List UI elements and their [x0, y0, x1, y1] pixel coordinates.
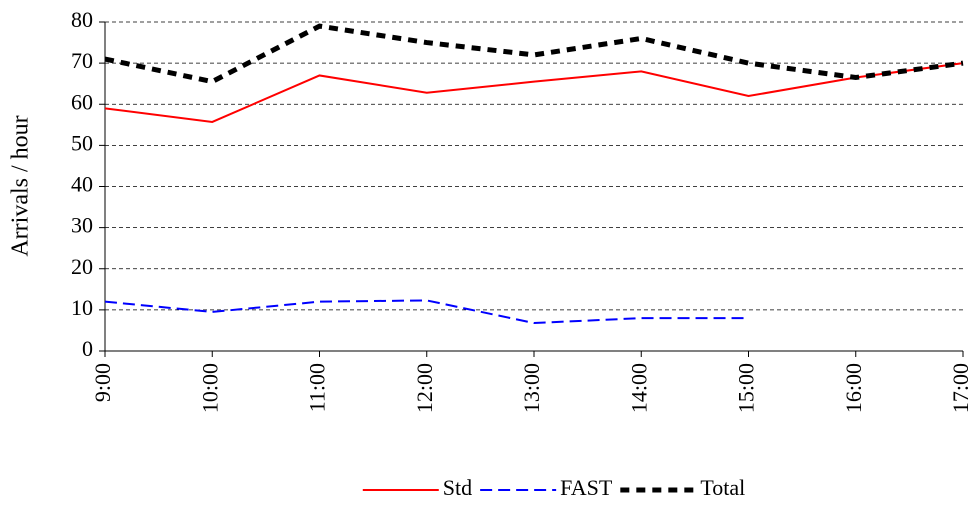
y-tick-label: 20 — [71, 254, 93, 279]
x-tick-label: 10:00 — [197, 363, 222, 413]
x-tick-label: 13:00 — [519, 363, 544, 413]
y-tick-label: 30 — [71, 213, 93, 238]
y-tick-label: 0 — [82, 336, 93, 361]
series-line — [104, 62, 964, 123]
x-tick-label: 15:00 — [734, 363, 759, 413]
x-tick-label: 12:00 — [412, 363, 437, 413]
y-tick-label: 80 — [71, 7, 93, 32]
x-tick-label: 11:00 — [305, 363, 330, 412]
legend: Std FAST Total — [362, 475, 745, 500]
y-tick-label: 10 — [71, 295, 93, 320]
y-axis-label: Arrivals / hour — [8, 115, 34, 256]
legend-label: FAST — [560, 475, 613, 500]
y-tick-label: 50 — [71, 130, 93, 155]
x-tick-label: 9:00 — [90, 363, 115, 402]
x-tick-label: 16:00 — [841, 363, 866, 413]
legend-label: Total — [700, 475, 745, 500]
y-tick-label: 40 — [71, 172, 93, 197]
series-line — [104, 299, 749, 325]
y-tick-label: 60 — [71, 89, 93, 114]
x-tick-label: 17:00 — [948, 363, 973, 413]
series-line — [104, 23, 964, 85]
legend-label: Std — [443, 475, 472, 500]
y-tick-label: 70 — [71, 48, 93, 73]
x-tick-label: 14:00 — [626, 363, 651, 413]
